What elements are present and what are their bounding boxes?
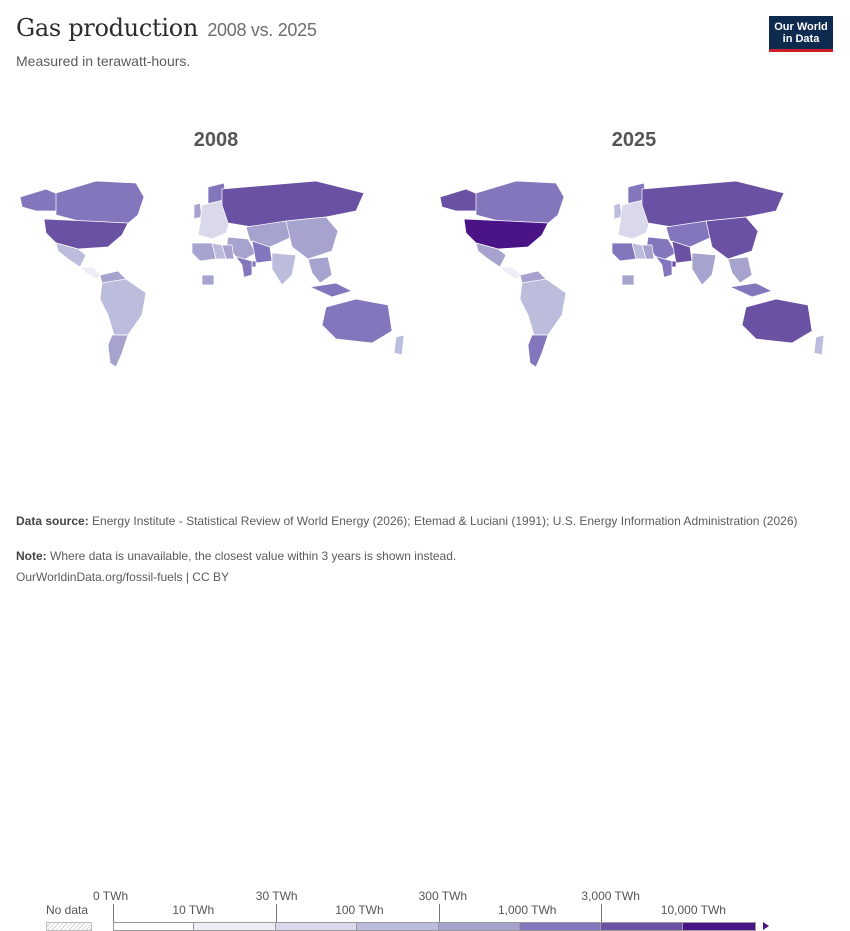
map-year-label-left: 2008 — [193, 129, 239, 151]
legend-tick-upper: 3,000 TWh — [581, 889, 640, 903]
region-nigeria[interactable] — [201, 274, 215, 286]
region-australia[interactable] — [321, 298, 393, 344]
legend-bin-5[interactable] — [520, 922, 602, 931]
region-algeria[interactable] — [611, 242, 637, 262]
source-url[interactable]: OurWorldinData.org/fossil-fuels | CC BY — [16, 570, 229, 584]
region-greenland[interactable] — [563, 176, 607, 208]
region-sa[interactable] — [519, 278, 567, 336]
region-ca[interactable] — [79, 266, 103, 280]
legend-bin-1[interactable] — [194, 922, 276, 931]
legend-bin-4[interactable] — [438, 922, 520, 931]
region-sa[interactable] — [99, 278, 147, 336]
region-china[interactable] — [285, 216, 339, 260]
region-greenland[interactable] — [143, 176, 187, 208]
region-usa[interactable] — [463, 218, 549, 250]
legend-tick-line — [113, 904, 114, 922]
legend-tick-upper: 0 TWh — [93, 889, 129, 903]
title-years: 2008 vs. 2025 — [207, 20, 317, 40]
note-text: Where data is unavailable, the closest v… — [50, 549, 457, 563]
world-map-2008[interactable] — [16, 175, 416, 370]
legend-tick-upper: 300 TWh — [418, 889, 468, 903]
no-data-swatch — [46, 922, 92, 931]
legend-bin-2[interactable] — [275, 922, 358, 931]
legend-tick-upper: 30 TWh — [255, 889, 298, 903]
region-arg[interactable] — [527, 334, 549, 368]
region-nz[interactable] — [393, 334, 405, 356]
region-na[interactable] — [55, 180, 145, 226]
source-label: Data source: — [16, 514, 89, 528]
region-nz[interactable] — [813, 334, 825, 356]
region-egypt[interactable] — [641, 244, 655, 260]
region-na[interactable] — [475, 180, 565, 226]
title-text: Gas production — [16, 14, 198, 42]
region-india[interactable] — [271, 252, 297, 286]
legend-tick-line — [275, 904, 277, 922]
region-indonesia[interactable] — [308, 282, 353, 298]
region-usa[interactable] — [43, 218, 129, 250]
legend-bin-0[interactable] — [113, 922, 195, 931]
world-map-2025[interactable] — [436, 175, 836, 370]
logo-line-1: Our World — [774, 21, 828, 33]
region-china[interactable] — [705, 216, 759, 260]
region-sea[interactable] — [307, 256, 333, 284]
region-qatar[interactable] — [251, 260, 257, 268]
legend-bin-7[interactable] — [682, 922, 757, 931]
legend-tick-lower: 10 TWh — [172, 903, 215, 917]
legend-bin-6[interactable] — [601, 922, 683, 931]
logo-line-2: in Data — [782, 33, 820, 45]
region-india[interactable] — [691, 252, 717, 286]
legend-tick-lower: 1,000 TWh — [498, 903, 557, 917]
legend-tick-line — [601, 904, 603, 922]
legend-tick-lower: 10,000 TWh — [660, 903, 726, 917]
chart-subtitle: Measured in terawatt-hours. — [16, 53, 191, 69]
region-egypt[interactable] — [221, 244, 235, 260]
region-arg[interactable] — [107, 334, 129, 368]
region-qatar[interactable] — [671, 260, 677, 268]
legend-tick-lower: 100 TWh — [335, 903, 384, 917]
region-sea[interactable] — [727, 256, 753, 284]
region-central-asia[interactable] — [665, 220, 713, 248]
legend-bin-3[interactable] — [357, 922, 439, 931]
region-algeria[interactable] — [191, 242, 217, 262]
legend-tick-line — [438, 904, 440, 922]
note: Note: Where data is unavailable, the clo… — [16, 549, 456, 564]
region-alaska[interactable] — [19, 188, 61, 212]
source-text: Energy Institute - Statistical Review of… — [92, 514, 798, 528]
map-year-label-right: 2025 — [611, 129, 657, 151]
chart-title: Gas production 2008 vs. 2025 — [16, 14, 317, 42]
region-nigeria[interactable] — [621, 274, 635, 286]
region-indonesia[interactable] — [728, 282, 773, 298]
owid-logo[interactable]: Our World in Data — [769, 16, 833, 52]
region-alaska[interactable] — [439, 188, 481, 212]
legend-arrow — [763, 922, 769, 930]
color-legend: No data 0 TWh 30 TWh 300 TWh 3,000 TWh 10 TW… — [0, 440, 850, 931]
note-label: Note: — [16, 549, 47, 563]
region-australia[interactable] — [741, 298, 813, 344]
region-central-asia[interactable] — [245, 220, 293, 248]
data-source: Data source: Energy Institute - Statisti… — [16, 514, 826, 529]
no-data-label: No data — [46, 903, 89, 917]
region-ca[interactable] — [499, 266, 523, 280]
